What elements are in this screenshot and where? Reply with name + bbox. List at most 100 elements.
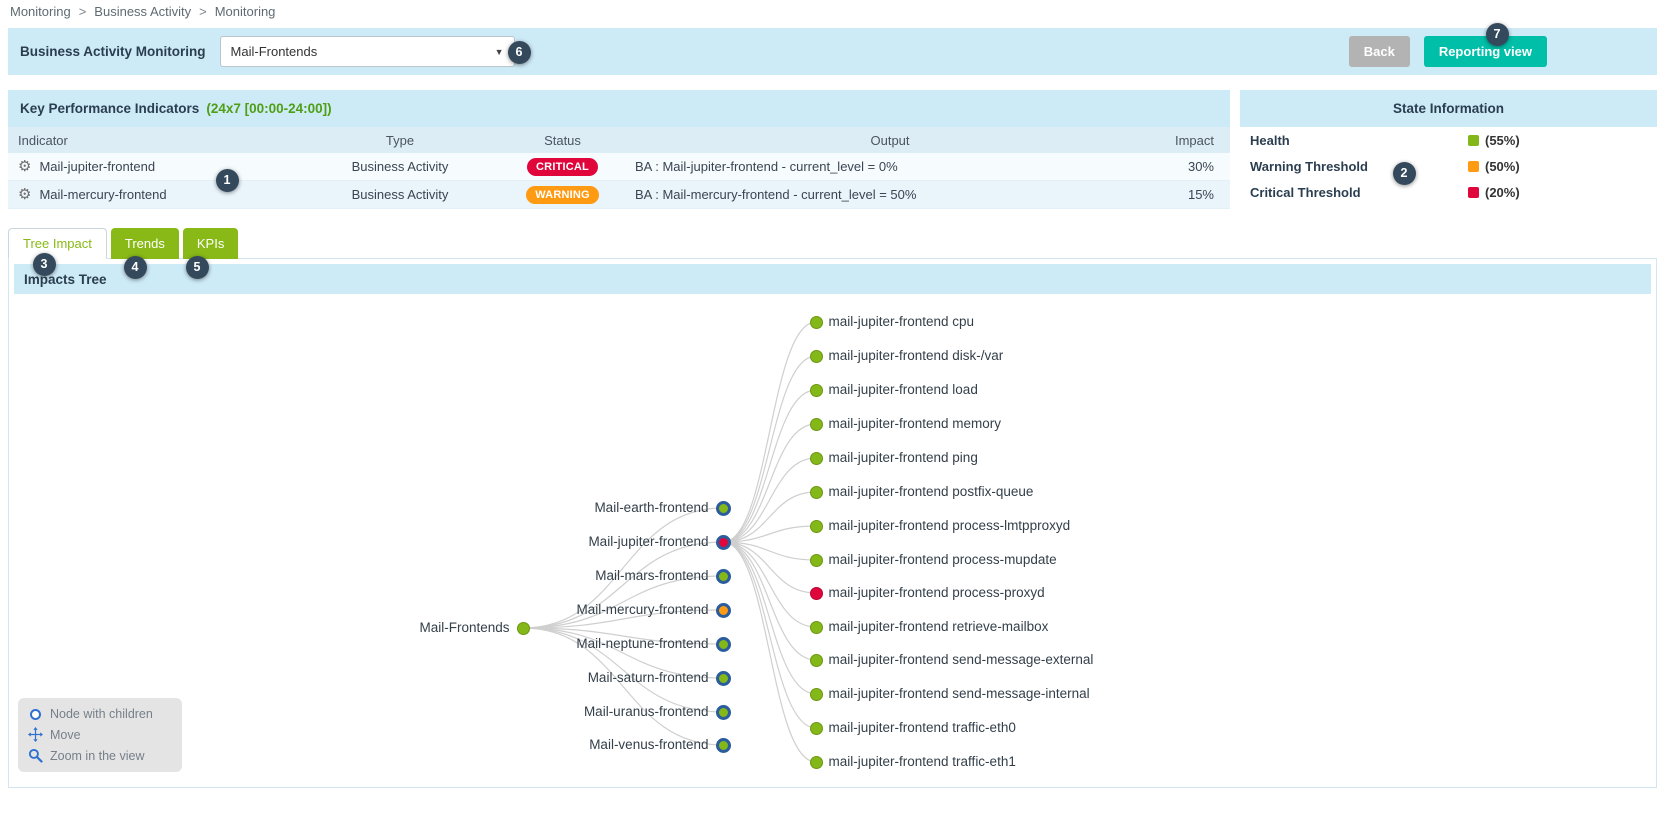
breadcrumb-separator: >: [199, 4, 207, 19]
annotation-callout-1: 1: [215, 168, 239, 192]
state-info-label: Critical Threshold: [1250, 184, 1361, 200]
tree-node-dot[interactable]: [809, 451, 823, 465]
annotation-callout-3: 3: [32, 252, 56, 276]
kpi-period: (24x7 [00:00-24:00]): [206, 101, 332, 116]
state-info-title: State Information: [1240, 90, 1657, 127]
tree-node-dot[interactable]: [809, 383, 823, 397]
kpi-cell-indicator: ⚙ Mail-jupiter-frontend: [18, 159, 310, 174]
tree-node-label[interactable]: Mail-saturn-frontend: [587, 670, 709, 685]
tree-node-dot[interactable]: [809, 485, 823, 499]
tree-node-label[interactable]: Mail-uranus-frontend: [583, 704, 709, 719]
tree-node-label[interactable]: mail-jupiter-frontend disk-/var: [828, 348, 1004, 363]
ba-select[interactable]: Mail-Frontends ▼: [219, 36, 515, 67]
kpi-cell-indicator: ⚙ Mail-mercury-frontend: [18, 187, 310, 202]
tree-node-label[interactable]: mail-jupiter-frontend process-mupdate: [828, 552, 1057, 567]
kpi-cell-output: BA : Mail-mercury-frontend - current_lev…: [635, 187, 917, 202]
kpi-table-body: ⚙ Mail-jupiter-frontend Business Activity C…: [8, 153, 1230, 209]
kpi-cell-output: BA : Mail-jupiter-frontend - current_lev…: [635, 159, 898, 174]
tab-kpis[interactable]: KPIs: [182, 228, 239, 259]
tree-node-dot[interactable]: [516, 621, 530, 635]
tree-node-dot[interactable]: [809, 519, 823, 533]
tree-node-label[interactable]: Mail-earth-frontend: [594, 500, 709, 515]
tree-node-label[interactable]: mail-jupiter-frontend traffic-eth1: [828, 754, 1016, 769]
breadcrumb-item[interactable]: Monitoring: [214, 4, 276, 19]
tree-node-label[interactable]: mail-jupiter-frontend process-lmtpproxyd: [828, 518, 1071, 533]
state-info-value-group: (55%): [1468, 133, 1520, 148]
tree-node-label[interactable]: mail-jupiter-frontend memory: [828, 416, 1002, 431]
tree-node-label[interactable]: mail-jupiter-frontend process-proxyd: [828, 585, 1045, 600]
page-title: Business Activity Monitoring: [20, 44, 206, 59]
kpi-indicator-label[interactable]: Mail-jupiter-frontend: [39, 159, 156, 174]
state-info-label: Warning Threshold: [1250, 158, 1368, 174]
impacts-tree-canvas[interactable]: Node with children Move Zoom in the view M…: [10, 294, 1655, 784]
tree-node-label[interactable]: Mail-neptune-frontend: [576, 636, 709, 651]
chevron-down-icon: ▼: [494, 46, 504, 57]
tree-node-label[interactable]: mail-jupiter-frontend traffic-eth0: [828, 720, 1016, 735]
tree-node-dot[interactable]: [809, 417, 823, 431]
tree-node-dot[interactable]: [809, 349, 823, 363]
tree-node-label[interactable]: Mail-jupiter-frontend: [588, 534, 709, 549]
tree-node-dot[interactable]: [809, 586, 823, 600]
kpi-cell-status: CRITICAL: [490, 157, 635, 176]
tree-node-dot[interactable]: [809, 553, 823, 567]
tree-node-dot[interactable]: [715, 534, 731, 550]
back-button[interactable]: Back: [1348, 36, 1410, 67]
node-circle-icon: [28, 708, 43, 720]
kpi-col-output: Output: [870, 132, 910, 148]
tree-node-label[interactable]: mail-jupiter-frontend cpu: [828, 314, 975, 329]
zoom-icon: [28, 748, 43, 763]
status-badge: CRITICAL: [527, 157, 598, 176]
reporting-view-button[interactable]: Reporting view: [1423, 36, 1547, 67]
tree-node-label[interactable]: mail-jupiter-frontend retrieve-mailbox: [828, 619, 1049, 634]
legend-item: Move: [28, 727, 172, 742]
tree-node-dot[interactable]: [715, 602, 731, 618]
kpi-table-row[interactable]: ⚙ Mail-mercury-frontend Business Activity W…: [8, 181, 1230, 209]
tree-node-label[interactable]: mail-jupiter-frontend load: [828, 382, 978, 397]
legend-label: Move: [50, 727, 81, 742]
ba-select-value: Mail-Frontends: [230, 44, 318, 59]
status-color-swatch: [1468, 186, 1479, 198]
legend-item: Zoom in the view: [28, 748, 172, 763]
state-info-row: Critical Threshold (20%): [1240, 179, 1657, 205]
tree-node-dot[interactable]: [809, 721, 823, 735]
breadcrumb: Monitoring > Business Activity > Monitoring: [10, 4, 275, 19]
tree-node-dot[interactable]: [715, 704, 731, 720]
tab-tree-impact[interactable]: Tree Impact: [8, 228, 107, 259]
tree-node-dot[interactable]: [715, 636, 731, 652]
kpi-col-indicator: Indicator: [18, 132, 68, 148]
tree-node-dot[interactable]: [715, 737, 731, 753]
tree-node-label[interactable]: mail-jupiter-frontend send-message-exter…: [828, 652, 1094, 667]
breadcrumb-item[interactable]: Monitoring: [10, 4, 71, 19]
tree-node-dot[interactable]: [809, 315, 823, 329]
state-info-value-group: (20%): [1468, 185, 1520, 200]
status-badge: WARNING: [526, 185, 599, 204]
kpi-section: Key Performance Indicators (24x7 [00:00-…: [8, 90, 1230, 209]
tree-node-label[interactable]: mail-jupiter-frontend postfix-queue: [828, 484, 1034, 499]
tree-node-dot[interactable]: [809, 687, 823, 701]
tree-node-dot[interactable]: [809, 653, 823, 667]
kpi-cell-type: Business Activity: [351, 159, 449, 174]
kpi-col-type: Type: [385, 132, 415, 148]
tree-node-label[interactable]: Mail-Frontends: [419, 620, 510, 635]
tree-node-dot[interactable]: [809, 620, 823, 634]
tree-node-label[interactable]: mail-jupiter-frontend send-message-inter…: [828, 686, 1090, 701]
tree-node-label[interactable]: Mail-mars-frontend: [595, 568, 709, 583]
tree-node-label[interactable]: Mail-mercury-frontend: [576, 602, 709, 617]
tree-node-dot[interactable]: [715, 500, 731, 516]
state-info-row: Warning Threshold (50%): [1240, 153, 1657, 179]
tree-connector-lines: [522, 321, 817, 763]
tree-node-label[interactable]: Mail-venus-frontend: [589, 737, 709, 752]
breadcrumb-item[interactable]: Business Activity: [94, 4, 192, 19]
tree-legend: Node with children Move Zoom in the view: [18, 698, 182, 772]
kpi-table-row[interactable]: ⚙ Mail-jupiter-frontend Business Activity C…: [8, 153, 1230, 181]
tab-trends[interactable]: Trends: [110, 228, 179, 259]
tree-node-label[interactable]: mail-jupiter-frontend ping: [828, 450, 978, 465]
tree-node-dot[interactable]: [715, 568, 731, 584]
kpi-title: Key Performance Indicators: [20, 101, 200, 116]
legend-item: Node with children: [28, 707, 172, 721]
tree-node-dot[interactable]: [715, 670, 731, 686]
state-info-value: (50%): [1485, 158, 1520, 174]
tree-node-dot[interactable]: [809, 755, 823, 769]
kpi-indicator-label[interactable]: Mail-mercury-frontend: [39, 187, 167, 202]
